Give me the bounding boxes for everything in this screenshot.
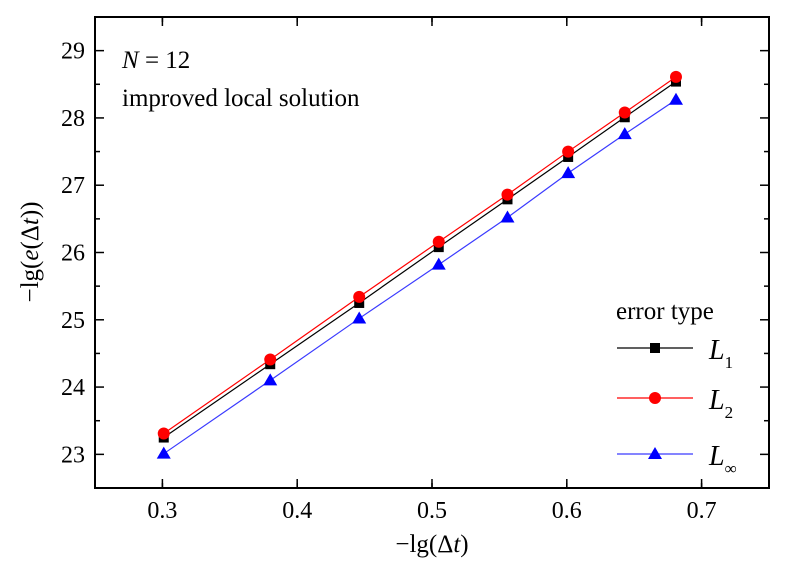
axis-ticks [95, 17, 769, 488]
circle-marker-icon [562, 145, 575, 158]
legend-label: L∞ [708, 441, 737, 478]
y-tick-label: 25 [61, 308, 85, 334]
legend-title: error type [616, 298, 714, 325]
triangle-legend-icon [648, 447, 662, 459]
legend: error type L1 L2 L∞ [616, 298, 737, 478]
y-tick-label: 29 [61, 39, 85, 65]
y-tick-label: 23 [61, 442, 85, 468]
y-tick-label: 26 [61, 241, 85, 267]
plot-series-markers [156, 70, 683, 459]
x-axis-label: −lg(Δt) [395, 531, 468, 558]
x-tick-label: 0.4 [282, 498, 312, 524]
triangle-marker-icon [156, 446, 171, 459]
legend-entry: L2 [617, 385, 733, 422]
triangle-marker-icon [352, 311, 367, 324]
x-tick-label: 0.7 [687, 498, 717, 524]
y-tick-label: 24 [61, 375, 85, 401]
legend-label: L2 [708, 385, 733, 422]
x-tick-label: 0.6 [552, 498, 582, 524]
series-line [163, 76, 677, 434]
square-legend-icon [650, 343, 660, 353]
circle-marker-icon [264, 353, 277, 366]
triangle-marker-icon [561, 166, 576, 179]
circle-marker-icon [432, 235, 445, 248]
series-line [163, 81, 677, 439]
x-tick-label: 0.3 [147, 498, 177, 524]
y-axis-label: −lg(e(Δt)) [17, 202, 44, 303]
circle-marker-icon [618, 106, 631, 119]
series-line [163, 99, 677, 455]
legend-label: L1 [708, 335, 733, 372]
circle-marker-icon [353, 290, 366, 303]
y-tick-label: 27 [61, 173, 85, 199]
y-axis-tick-labels: 23 24 25 26 27 28 29 [61, 39, 85, 469]
triangle-marker-icon [431, 257, 446, 270]
square-marker-icon [354, 297, 365, 308]
y-tick-label: 28 [61, 106, 85, 132]
x-tick-label: 0.5 [417, 498, 447, 524]
circle-marker-icon [501, 188, 514, 201]
plot-series-lines [163, 76, 677, 455]
triangle-marker-icon [668, 92, 683, 105]
circle-legend-icon [649, 392, 661, 404]
circle-marker-icon [669, 70, 682, 83]
circle-marker-icon [157, 427, 170, 440]
triangle-marker-icon [263, 373, 278, 386]
legend-entry: L1 [617, 335, 733, 372]
triangle-marker-icon [500, 210, 515, 223]
annotation-method: improved local solution [122, 85, 360, 112]
annotation-n: N = 12 [121, 47, 190, 74]
x-axis-tick-labels: 0.3 0.4 0.5 0.6 0.7 [147, 498, 716, 524]
legend-entry: L∞ [617, 441, 737, 478]
triangle-marker-icon [617, 127, 632, 140]
